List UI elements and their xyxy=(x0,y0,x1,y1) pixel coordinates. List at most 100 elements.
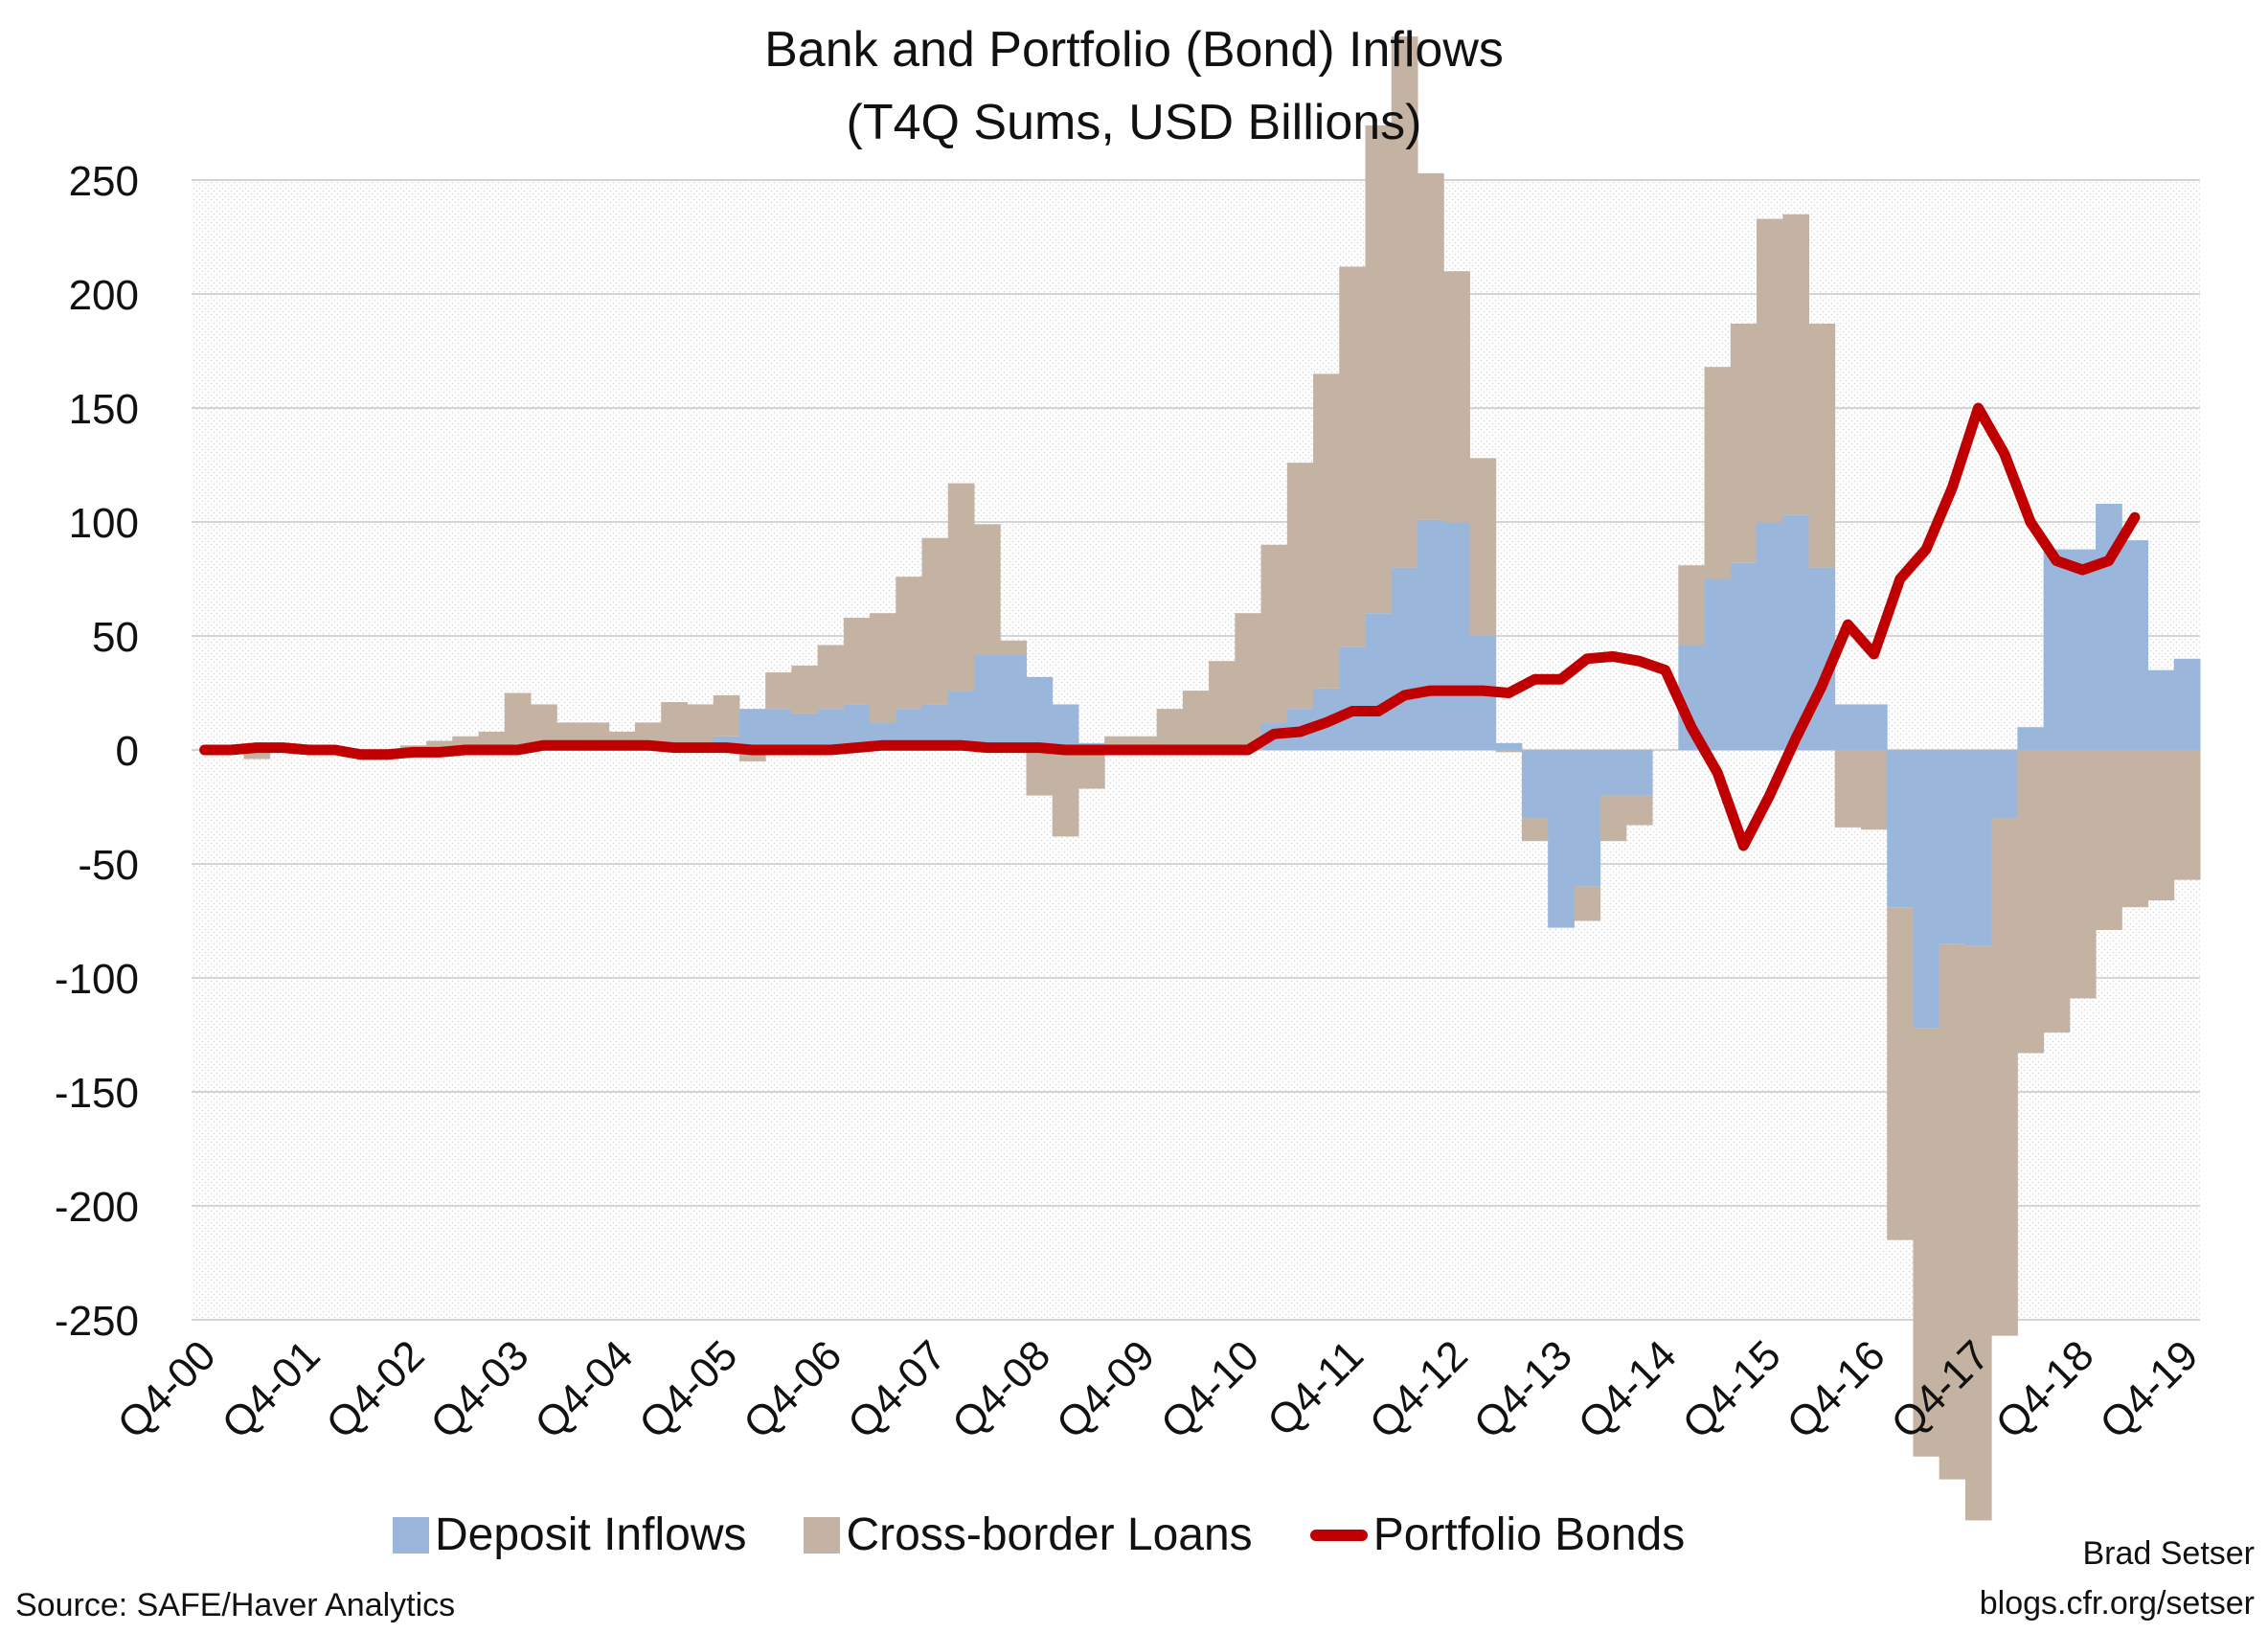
loan-bar xyxy=(1913,1028,1940,1457)
deposit-bar xyxy=(738,709,766,750)
x-tick-label: Q4-01 xyxy=(213,1331,329,1447)
loan-bar xyxy=(1574,886,1601,921)
loan-bar xyxy=(1991,818,2018,1336)
legend-item-loans: Cross-border Loans xyxy=(804,1508,1253,1561)
deposit-bar xyxy=(2069,549,2097,750)
y-tick-label: 200 xyxy=(69,272,139,319)
deposit-bar xyxy=(817,709,845,750)
x-axis-ticks: Q4-00Q4-01Q4-02Q4-03Q4-04Q4-05Q4-06Q4-07… xyxy=(109,1331,2208,1447)
y-tick-label: 100 xyxy=(69,500,139,547)
x-tick-label: Q4-12 xyxy=(1361,1331,1477,1447)
deposit-bar xyxy=(1052,704,1079,750)
loan-bar xyxy=(1286,463,1314,710)
loan-bar xyxy=(687,704,714,750)
deposit-bar xyxy=(765,709,792,750)
loan-bar xyxy=(243,750,271,760)
loan-bar xyxy=(1964,945,1992,1521)
y-tick-label: -150 xyxy=(55,1070,139,1117)
y-tick-label: 150 xyxy=(69,386,139,433)
loan-bar xyxy=(2043,750,2071,1033)
loan-bar xyxy=(1052,750,1079,837)
loan-bar xyxy=(1156,709,1184,750)
deposit-bar xyxy=(1625,750,1653,796)
deposit-bar xyxy=(1964,750,1992,946)
deposit-bar xyxy=(1704,578,1732,750)
loan-bar xyxy=(426,740,453,750)
deposit-bar xyxy=(2043,549,2071,750)
loan-bar xyxy=(1209,661,1236,750)
loan-bar xyxy=(738,750,766,761)
x-tick-label: Q4-14 xyxy=(1570,1331,1686,1447)
y-tick-label: -50 xyxy=(78,842,139,889)
deposit-bar xyxy=(1860,704,1888,750)
x-tick-label: Q4-00 xyxy=(109,1331,225,1447)
loan-bar xyxy=(2173,750,2201,880)
loan-bar xyxy=(2017,750,2045,1054)
x-tick-label: Q4-03 xyxy=(421,1331,537,1447)
x-tick-label: Q4-02 xyxy=(317,1331,433,1447)
x-tick-label: Q4-04 xyxy=(526,1331,642,1447)
loan-bar xyxy=(817,645,845,710)
loan-bar xyxy=(791,665,819,714)
loan-bar xyxy=(2069,750,2097,999)
deposit-bar xyxy=(1339,646,1367,750)
deposit-bar xyxy=(2017,727,2045,750)
legend-label: Cross-border Loans xyxy=(846,1509,1253,1560)
loan-bar xyxy=(1417,172,1444,520)
y-tick-label: 0 xyxy=(116,728,139,775)
loan-bar xyxy=(870,613,896,723)
x-tick-label: Q4-10 xyxy=(1152,1331,1268,1447)
legend-label: Portfolio Bonds xyxy=(1372,1509,1686,1560)
x-tick-label: Q4-19 xyxy=(2091,1331,2207,1447)
deposit-bar xyxy=(1757,522,1783,750)
x-tick-label: Q4-16 xyxy=(1779,1331,1894,1447)
loan-bar xyxy=(1313,374,1340,689)
deposit-bar xyxy=(1913,750,1940,1029)
deposit-bar xyxy=(1417,519,1444,750)
loan-bar xyxy=(1625,795,1653,826)
deposit-bar xyxy=(1730,562,1758,750)
deposit-bar xyxy=(1599,750,1627,796)
source-note: Source: SAFE/Haver Analytics xyxy=(15,1587,456,1623)
loan-bar xyxy=(974,524,1001,655)
x-tick-label: Q4-09 xyxy=(1048,1331,1164,1447)
deposit-bar xyxy=(2121,540,2149,750)
legend-label: Deposit Inflows xyxy=(435,1509,747,1560)
deposit-bar xyxy=(1391,567,1418,750)
deposit-bar xyxy=(2173,658,2201,750)
loan-bar xyxy=(1704,367,1732,579)
loan-bar xyxy=(1599,795,1627,842)
x-tick-label: Q4-11 xyxy=(1259,1331,1372,1445)
loan-bar xyxy=(2147,750,2175,901)
loan-bar xyxy=(1260,544,1288,723)
y-tick-label: 50 xyxy=(92,614,139,661)
loan-bar xyxy=(1077,750,1105,789)
x-tick-label: Q4-13 xyxy=(1465,1331,1581,1447)
loan-bar xyxy=(1495,750,1523,753)
deposit-bar xyxy=(1000,654,1027,750)
loan-bar xyxy=(1521,818,1549,842)
legend: Deposit Inflows Cross-border Loans Portf… xyxy=(393,1508,1742,1561)
x-tick-label: Q4-07 xyxy=(839,1331,955,1447)
x-tick-label: Q4-15 xyxy=(1674,1331,1790,1447)
blog-url: blogs.cfr.org/setser xyxy=(1979,1585,2255,1622)
deposit-bar xyxy=(947,691,975,750)
loan-bar xyxy=(1730,323,1758,563)
loan-bar xyxy=(1887,907,1914,1240)
chart-subtitle: (T4Q Sums, USD Billions) xyxy=(846,95,1422,150)
loan-bar xyxy=(1939,943,1966,1480)
deposit-bar xyxy=(2147,669,2175,750)
x-tick-label: Q4-08 xyxy=(943,1331,1059,1447)
y-tick-label: -250 xyxy=(55,1298,139,1345)
deposit-bar xyxy=(974,654,1001,750)
y-tick-label: -200 xyxy=(55,1184,139,1231)
loan-bar xyxy=(1757,218,1783,522)
deposit-bar xyxy=(1443,522,1470,750)
loan-bar xyxy=(1782,214,1809,515)
deposit-bar xyxy=(1495,742,1523,750)
loan-bar xyxy=(1182,691,1210,750)
y-axis-ticks: 250 200 150 100 50 0 -50 -100 -150 -200 -250 xyxy=(55,158,139,1345)
legend-item-bonds: Portfolio Bonds xyxy=(1309,1508,1686,1561)
loan-bar xyxy=(1469,458,1497,636)
loan-bar xyxy=(1365,125,1393,614)
